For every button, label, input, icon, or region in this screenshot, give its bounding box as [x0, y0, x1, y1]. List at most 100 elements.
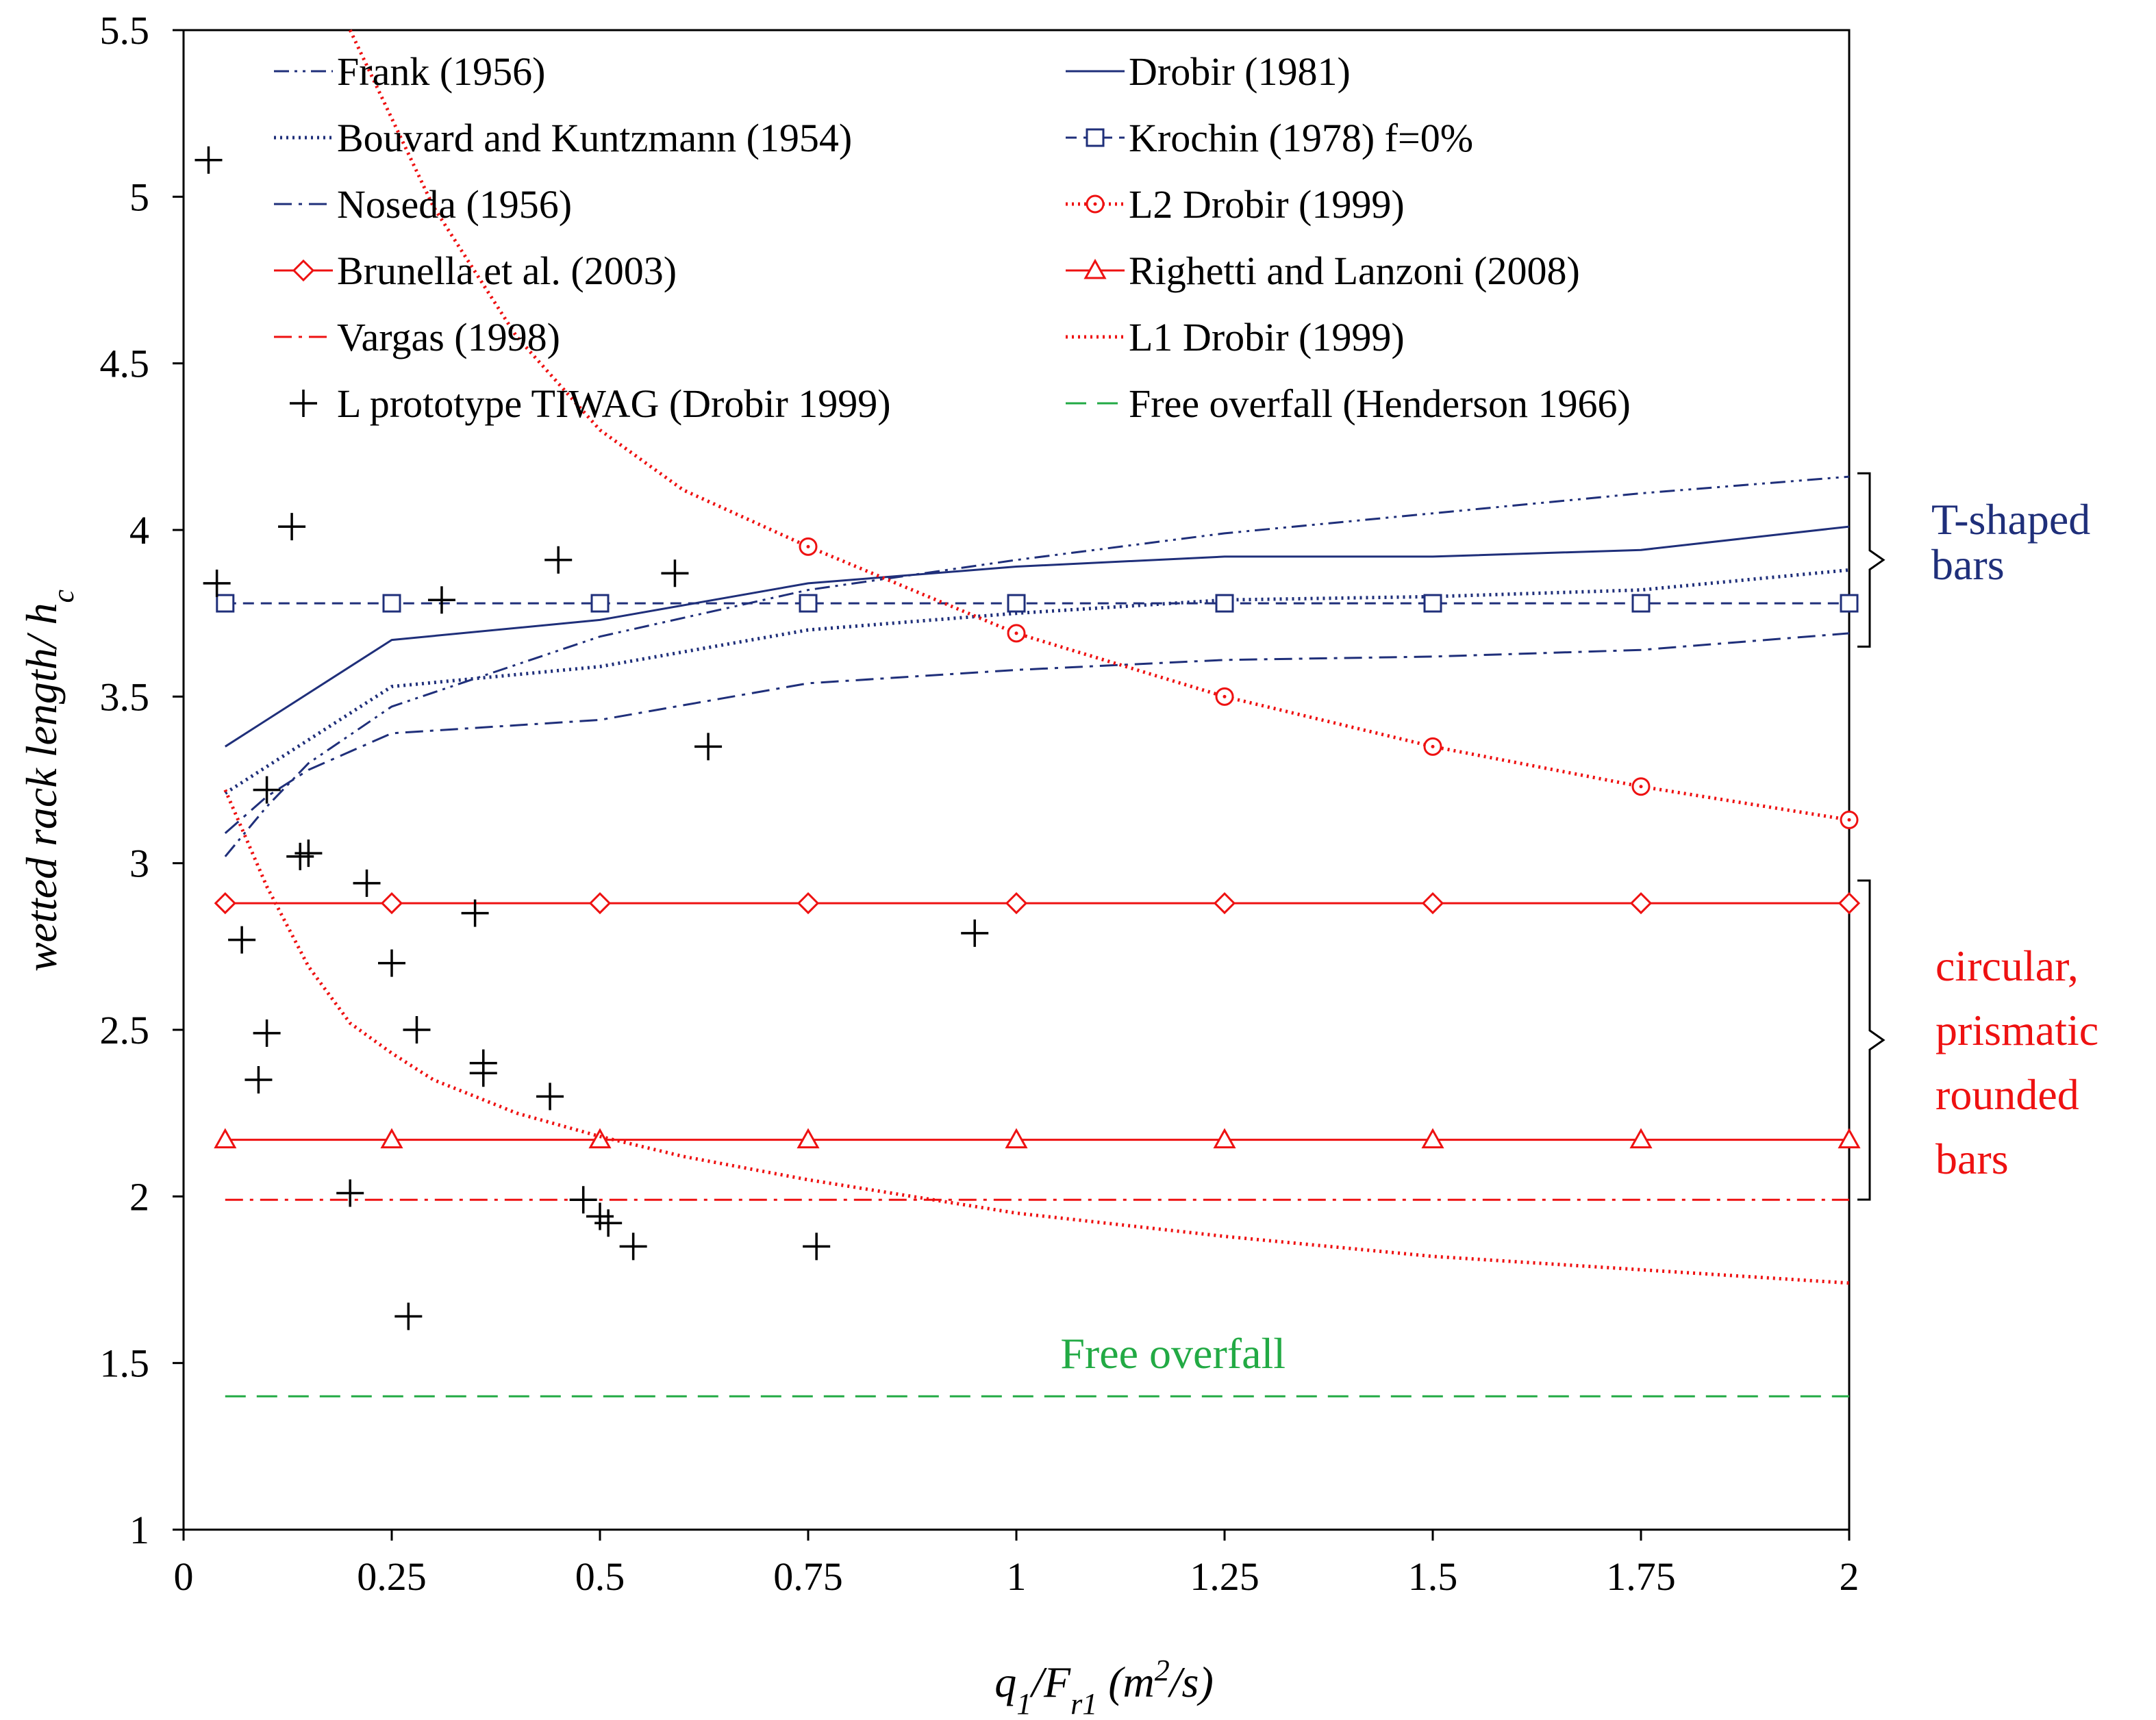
data-point-brunella	[588, 891, 612, 915]
legend-label: Free overfall (Henderson 1966)	[1129, 381, 1631, 426]
data-point-prototype	[536, 1083, 564, 1111]
legend-label: Brunella et al. (2003)	[337, 249, 677, 293]
series-noseda	[224, 632, 1850, 835]
data-point-prototype	[619, 1232, 647, 1261]
x-tick-label: 0.5	[575, 1554, 625, 1599]
legend-label: Righetti and Lanzoni (2008)	[1129, 249, 1580, 293]
series-l1drobir	[223, 789, 1850, 1285]
annotation-circular-bars: circular, prismatic rounded bars	[1935, 941, 2098, 1183]
data-point-righetti	[797, 1128, 820, 1149]
series-line-bouvard	[224, 568, 1850, 795]
data-point-brunella	[1838, 891, 1861, 915]
annotation-t-shaped: T-shaped bars	[1931, 495, 2090, 589]
series-prototype	[195, 146, 989, 1330]
brace-circular	[1857, 879, 1885, 1201]
y-tick-label: 1.5	[100, 1341, 150, 1386]
y-tick-label: 4.5	[100, 342, 150, 386]
data-point-prototype	[378, 949, 405, 977]
data-point-righetti	[214, 1128, 237, 1149]
data-point-prototype	[586, 1202, 614, 1230]
data-point-prototype	[253, 776, 281, 804]
x-tick-label: 1.5	[1408, 1554, 1458, 1599]
data-point-prototype	[195, 146, 223, 174]
data-point-krochin	[1423, 594, 1442, 613]
y-tick-label: 1	[129, 1508, 149, 1552]
legend: Frank (1956) Drobir (1981) Bouvard and Kun…	[274, 49, 1631, 426]
data-point-righetti	[1838, 1128, 1861, 1149]
y-tick-label: 3	[129, 842, 149, 886]
data-point-krochin	[1840, 594, 1859, 613]
data-point-prototype	[336, 1179, 364, 1207]
data-point-l2drobir	[1007, 624, 1026, 643]
series-line-frank	[224, 475, 1850, 857]
y-tick-label: 2	[129, 1174, 149, 1219]
x-axis-title: q1/Fr1 (m2/s)	[994, 1654, 1214, 1720]
data-point-prototype	[594, 1209, 623, 1237]
annotations: T-shaped bars circular, prismatic rounded bar…	[1060, 472, 2098, 1378]
data-point-brunella	[1421, 891, 1444, 915]
legend-item-l1drobir: L1 Drobir (1999)	[1066, 315, 1405, 359]
legend-item-brunella: Brunella et al. (2003)	[274, 249, 677, 293]
y-tick-label: 3.5	[100, 674, 150, 719]
data-point-prototype	[694, 733, 723, 761]
data-point-righetti	[588, 1128, 612, 1149]
data-point-righetti	[1005, 1128, 1028, 1149]
legend-label: Bouvard and Kuntzmann (1954)	[337, 116, 852, 160]
data-point-righetti	[1421, 1128, 1444, 1149]
legend-label: L1 Drobir (1999)	[1129, 315, 1405, 359]
series-frank	[224, 475, 1850, 857]
y-tick-label: 2.5	[100, 1008, 150, 1052]
data-point-krochin	[1215, 594, 1234, 613]
data-point-prototype	[286, 842, 314, 870]
legend-marker	[1086, 128, 1105, 147]
legend-item-noseda: Noseda (1956)	[274, 182, 572, 227]
x-tick-label: 2	[1840, 1554, 1859, 1599]
data-point-l2drobir	[799, 537, 818, 556]
x-tick-label: 0.25	[357, 1554, 427, 1599]
x-tick-label: 1.25	[1190, 1554, 1259, 1599]
brace-t-shaped	[1857, 472, 1885, 648]
x-tick-label: 0	[174, 1554, 194, 1599]
y-axis-title: wetted rack length/ hc	[17, 590, 80, 972]
series-bouvard	[224, 568, 1850, 795]
series-l2drobir	[348, 29, 1859, 829]
data-point-prototype	[228, 926, 256, 954]
data-point-krochin	[382, 594, 401, 613]
data-point-l2drobir	[1423, 737, 1442, 756]
series-krochin	[216, 594, 1859, 613]
x-tick-label: 0.75	[773, 1554, 843, 1599]
data-point-prototype	[245, 1066, 273, 1093]
legend-label: Frank (1956)	[337, 49, 545, 94]
data-point-krochin	[590, 594, 610, 613]
data-point-krochin	[799, 594, 818, 613]
series-line-l2drobir	[348, 29, 1850, 822]
axes: 0 0.25 0.5 0.75 1 1.25 1.5 1.75 2 1 1.5 2 2.5 3 3.5 4 4.…	[100, 8, 1859, 1599]
data-point-l2drobir	[1631, 777, 1651, 796]
data-point-l2drobir	[1215, 687, 1234, 706]
data-point-krochin	[1631, 594, 1651, 613]
legend-label: Noseda (1956)	[337, 182, 572, 227]
legend-item-drobir81: Drobir (1981)	[1066, 49, 1351, 94]
legend-label: Vargas (1998)	[337, 315, 560, 359]
series-righetti	[214, 1128, 1861, 1149]
series-brunella	[214, 891, 1861, 915]
y-tick-label: 4	[129, 508, 149, 553]
data-point-prototype	[544, 546, 573, 574]
data-point-prototype	[403, 1016, 431, 1044]
y-tick-label: 5	[129, 175, 149, 219]
data-point-prototype	[661, 559, 689, 587]
y-tick-label: 5.5	[100, 8, 150, 53]
legend-label: L2 Drobir (1999)	[1129, 182, 1405, 227]
data-point-l2drobir	[1840, 810, 1859, 829]
data-point-prototype	[961, 919, 989, 947]
legend-label: L prototype TIWAG (Drobir 1999)	[337, 381, 891, 426]
legend-item-bouvard: Bouvard and Kuntzmann (1954)	[274, 116, 852, 160]
data-point-prototype	[394, 1302, 423, 1330]
data-point-prototype	[203, 569, 231, 597]
data-point-prototype	[461, 899, 489, 927]
legend-item-freeoverfall: Free overfall (Henderson 1966)	[1066, 381, 1631, 426]
data-point-prototype	[294, 839, 323, 868]
data-point-brunella	[1629, 891, 1653, 915]
x-tick-label: 1	[1007, 1554, 1027, 1599]
